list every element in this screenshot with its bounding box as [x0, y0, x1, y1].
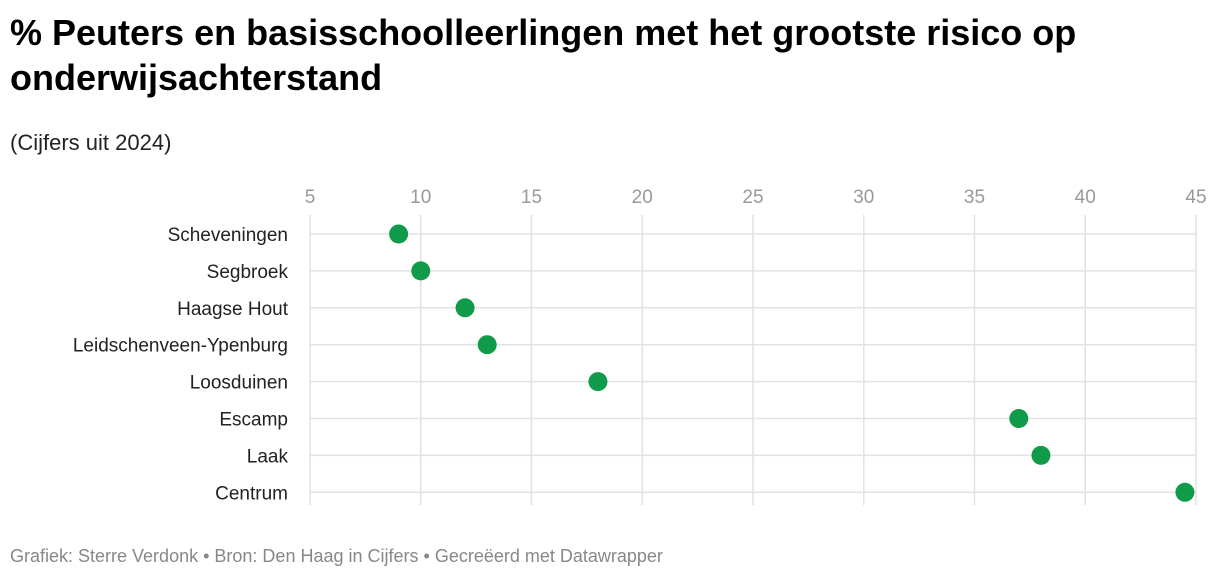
row-label-6: Laak	[247, 446, 289, 467]
data-points	[389, 224, 1195, 502]
footer-separator-1: •	[198, 546, 215, 566]
x-tick-label-45: 45	[1185, 187, 1206, 208]
x-tick-label-25: 25	[742, 187, 763, 208]
dot-plot: 5 10 15 20 25 30 35 40 45 Scheveningen Segbroek Ha…	[73, 187, 1207, 505]
row-label-4: Loosduinen	[190, 373, 288, 394]
chart-subtitle: (Cijfers uit 2024)	[10, 130, 172, 155]
x-tick-label-20: 20	[632, 187, 653, 208]
x-tick-label-35: 35	[964, 187, 985, 208]
data-point-2	[455, 298, 475, 318]
x-tick-label-10: 10	[410, 187, 431, 208]
data-point-6	[1031, 445, 1051, 465]
chart-footer: Grafiek: Sterre Verdonk • Bron: Den Haag…	[10, 546, 663, 567]
footer-separator-2: •	[418, 546, 435, 566]
gridlines	[309, 215, 1197, 505]
footer-credit: Grafiek: Sterre Verdonk	[10, 546, 199, 566]
chart-title: % Peuters en basisschoolleerlingen met h…	[10, 12, 1077, 98]
footer-tool: Gecreëerd met Datawrapper	[434, 546, 663, 566]
row-label-5: Escamp	[219, 410, 288, 431]
data-point-5	[1009, 409, 1029, 428]
row-label-2: Haagse Hout	[177, 299, 289, 320]
row-label-3: Leidschenveen-Ypenburg	[73, 336, 288, 357]
x-tick-label-5: 5	[305, 187, 316, 208]
x-tick-label-15: 15	[521, 187, 542, 208]
row-labels: Scheveningen Segbroek Haagse Hout Leidschen…	[73, 225, 289, 504]
x-tick-label-40: 40	[1075, 187, 1096, 208]
data-point-4	[588, 372, 608, 392]
row-label-1: Segbroek	[207, 262, 289, 283]
data-point-0	[389, 224, 409, 244]
row-label-0: Scheveningen	[168, 225, 288, 246]
x-axis-ticks: 5 10 15 20 25 30 35 40 45	[305, 187, 1207, 208]
row-label-7: Centrum	[215, 483, 288, 504]
x-tick-label-30: 30	[853, 187, 874, 208]
data-point-3	[477, 335, 497, 355]
data-point-1	[411, 261, 431, 281]
footer-source: Bron: Den Haag in Cijfers	[214, 546, 419, 566]
data-point-7	[1175, 482, 1195, 502]
